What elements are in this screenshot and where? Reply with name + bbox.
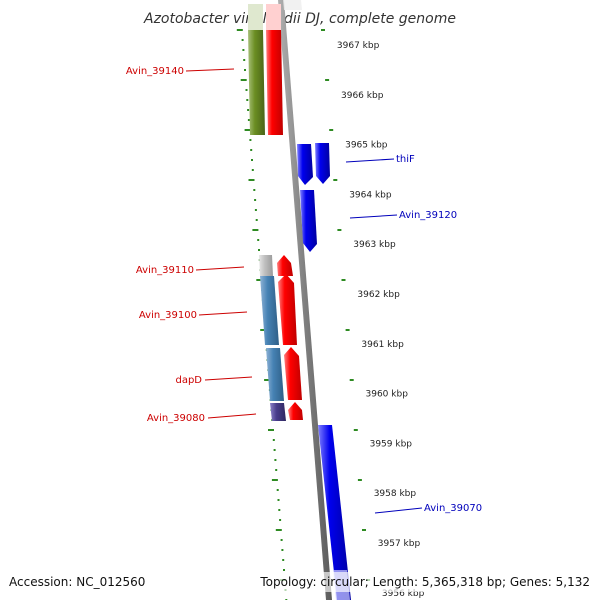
gene-dapD[interactable] — [284, 347, 302, 400]
gene-label[interactable]: dapD — [175, 375, 202, 386]
topology-text: Topology: circular; Length: 5,365,318 bp… — [259, 575, 590, 589]
gene-thiF-partner[interactable] — [315, 143, 330, 184]
kbp-scale-labels: 3967 kbp 3966 kbp 3965 kbp 3964 kbp 3963 kbp… — [337, 41, 425, 599]
kbp-label: 3967 kbp — [337, 41, 380, 51]
feature-avin-39140-olive[interactable] — [248, 30, 265, 135]
kbp-label: 3957 kbp — [378, 539, 421, 549]
genome-backbone — [278, 0, 332, 600]
kbp-label: 3956 kbp — [382, 589, 425, 599]
kbp-label: 3965 kbp — [345, 141, 388, 151]
gene-avin-39070[interactable] — [318, 425, 351, 600]
gene-label[interactable]: Avin_39080 — [147, 413, 205, 424]
callout-line — [207, 413, 257, 419]
kbp-label: 3966 kbp — [341, 91, 384, 101]
left-gene-labels: Avin_39140 Avin_39110 Avin_39100 dapD Av… — [126, 66, 257, 424]
callout-line — [374, 507, 423, 514]
kbp-label: 3964 kbp — [349, 190, 392, 200]
backbone-strand — [278, 0, 332, 600]
feature-avin-39110[interactable] — [259, 255, 273, 276]
gene-label[interactable]: Avin_39110 — [136, 265, 194, 276]
callout-line — [345, 158, 395, 163]
callout-line — [195, 266, 245, 271]
callout-line — [185, 68, 235, 72]
kbp-label: 3958 kbp — [374, 489, 417, 499]
feature-avin-39140-fade — [248, 4, 263, 30]
kbp-label: 3963 kbp — [353, 240, 396, 250]
gene-avin-39120[interactable] — [300, 190, 317, 252]
callout-line — [198, 311, 248, 316]
callout-line — [349, 214, 398, 219]
gene-label[interactable]: Avin_39120 — [399, 210, 457, 221]
feature-dapD[interactable] — [266, 348, 284, 401]
gene-label[interactable]: Avin_39100 — [139, 310, 197, 321]
gene-avin-39140[interactable] — [266, 30, 283, 135]
gene-avin-39080[interactable] — [288, 402, 303, 420]
gene-label[interactable]: Avin_39140 — [126, 66, 184, 77]
backbone-highlight — [283, 0, 302, 10]
feature-avin-39080[interactable] — [270, 403, 286, 421]
kbp-label: 3959 kbp — [370, 439, 413, 449]
gene-avin-39100[interactable] — [278, 274, 297, 345]
accession-text: Accession: NC_012560 — [9, 575, 145, 589]
callout-line — [204, 376, 253, 381]
kbp-label: 3962 kbp — [357, 290, 400, 300]
forward-features — [248, 4, 303, 421]
gene-avin-39140-fade — [266, 4, 281, 30]
gene-label[interactable]: Avin_39070 — [424, 503, 482, 514]
gene-label[interactable]: thiF — [396, 154, 415, 165]
right-gene-labels: thiF Avin_39120 Avin_39070 — [345, 154, 482, 514]
gene-avin-39110[interactable] — [277, 255, 293, 276]
gene-thiF[interactable] — [297, 144, 313, 185]
kbp-label: 3960 kbp — [366, 390, 409, 400]
map-title: Azotobacter vinelandii DJ, complete geno… — [143, 11, 456, 27]
kbp-label: 3961 kbp — [361, 340, 404, 350]
feature-avin-39100[interactable] — [260, 276, 279, 345]
footer-backdrop — [255, 572, 600, 592]
